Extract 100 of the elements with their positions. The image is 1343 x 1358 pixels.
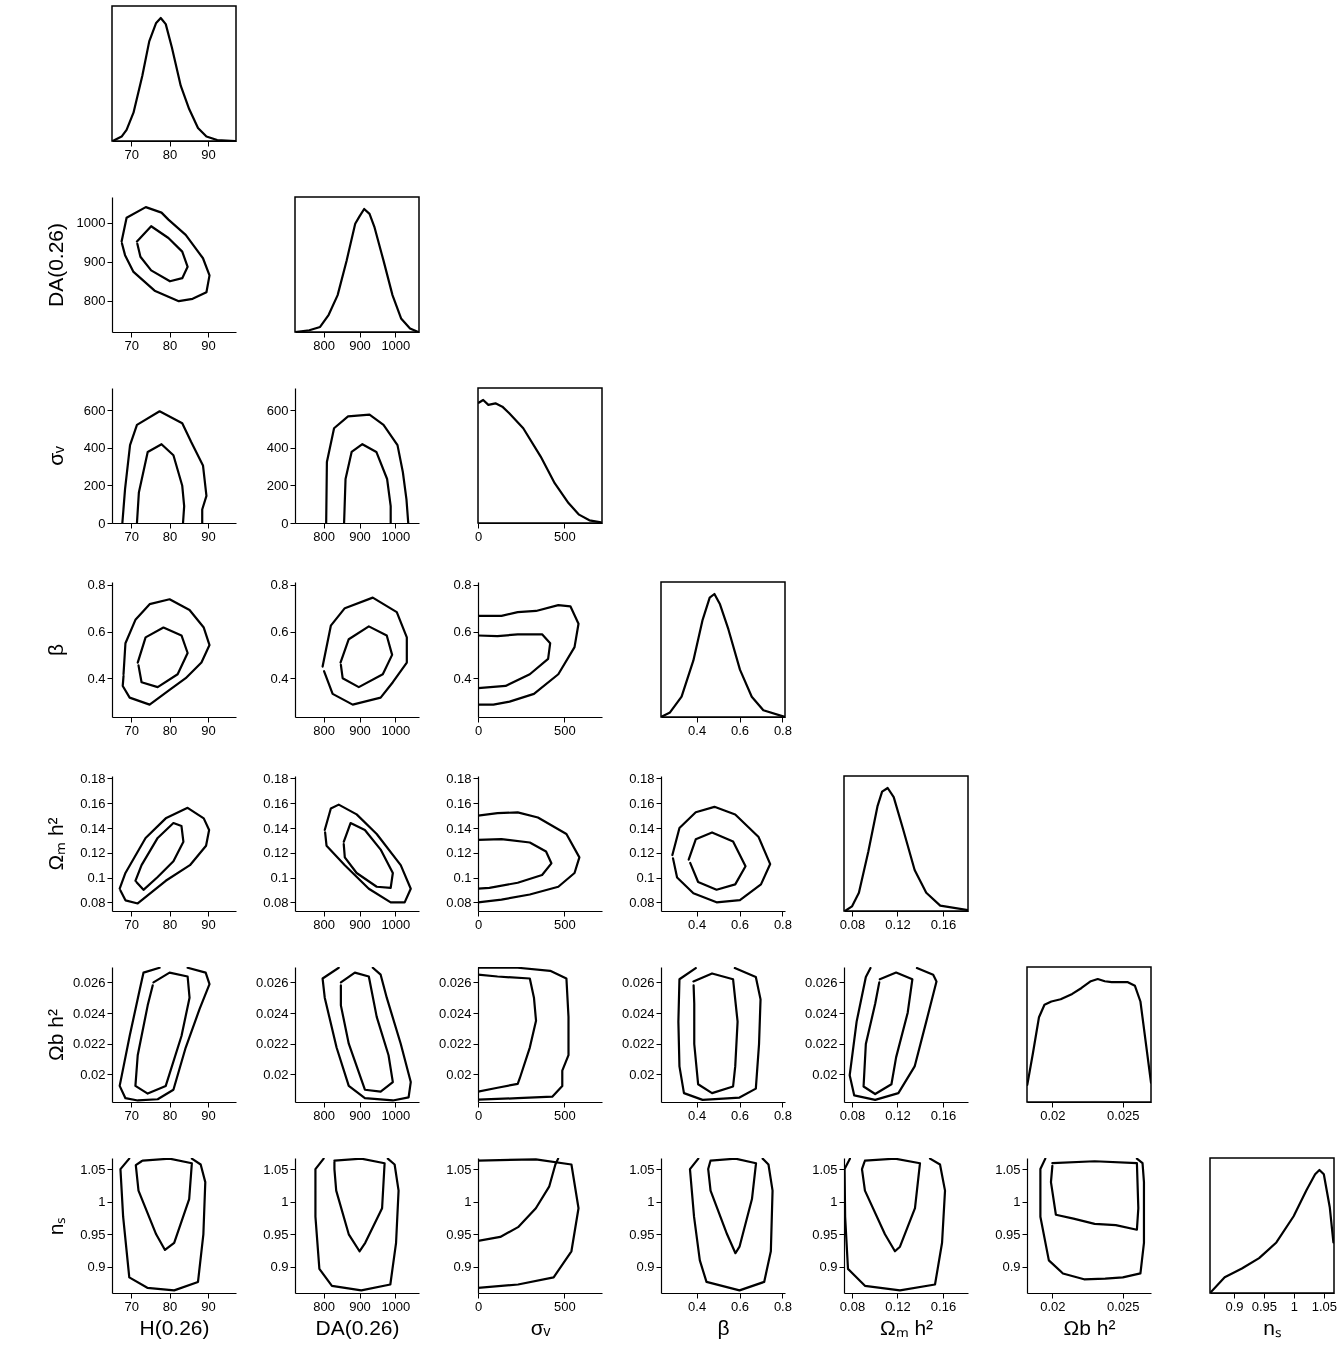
y-tick-label: 0.022 bbox=[438, 1036, 472, 1052]
y-tick-label: 0.9 bbox=[453, 1259, 472, 1275]
x-tick-label: 0.6 bbox=[730, 916, 750, 932]
y-tick-label: 1 bbox=[98, 1194, 106, 1210]
x-tick-label: 800 bbox=[313, 528, 336, 544]
y-tick-label: 1.05 bbox=[812, 1161, 838, 1177]
x-axis-title: σᵥ bbox=[530, 1315, 551, 1339]
x-tick-label: 0.12 bbox=[885, 916, 911, 932]
y-tick-label: 400 bbox=[83, 440, 106, 456]
y-tick-label: 0.022 bbox=[621, 1036, 655, 1052]
y-tick-label: 0.1 bbox=[270, 870, 289, 886]
x-tick-label: 1000 bbox=[381, 337, 411, 353]
y-tick-label: 0.4 bbox=[270, 670, 289, 686]
x-tick-label: 70 bbox=[124, 337, 139, 353]
x-tick-label: 0.8 bbox=[773, 722, 792, 738]
x-tick-label: 0 bbox=[474, 1107, 483, 1123]
line-series bbox=[339, 971, 394, 1093]
x-tick-label: 90 bbox=[201, 528, 216, 544]
y-tick-label: 0.02 bbox=[263, 1066, 289, 1082]
x-tick-label: 90 bbox=[201, 916, 216, 932]
x-tick-label: 900 bbox=[349, 722, 371, 738]
x-tick-label: 900 bbox=[349, 1107, 371, 1123]
line-series bbox=[688, 1158, 774, 1292]
x-tick-label: 0.4 bbox=[688, 722, 707, 738]
line-series bbox=[860, 1158, 922, 1253]
y-tick-label: 0.022 bbox=[804, 1036, 838, 1052]
y-tick-label: 0.4 bbox=[87, 670, 106, 686]
y-tick-label: 1 bbox=[1013, 1194, 1021, 1210]
x-tick-label: 70 bbox=[124, 146, 139, 162]
x-tick-label: 80 bbox=[162, 337, 178, 353]
y-axis-title: DA(0.26) bbox=[43, 222, 67, 308]
y-tick-label: 0.95 bbox=[629, 1226, 655, 1242]
y-tick-label: 0.6 bbox=[270, 624, 289, 640]
y-tick-label: 1.05 bbox=[629, 1161, 655, 1177]
y-tick-label: 0.18 bbox=[446, 770, 472, 786]
y-tick-label: 600 bbox=[266, 402, 289, 418]
y-tick-label: 0.024 bbox=[72, 1005, 106, 1021]
y-tick-label: 900 bbox=[83, 254, 106, 270]
x-tick-label: 0.16 bbox=[930, 1107, 957, 1123]
x-tick-label: 70 bbox=[124, 1298, 139, 1314]
y-tick-label: 0 bbox=[281, 515, 289, 531]
y-tick-label: 0.8 bbox=[87, 577, 106, 593]
x-tick-label: 90 bbox=[201, 1298, 216, 1314]
x-tick-label: 80 bbox=[162, 1107, 178, 1123]
x-tick-label: 1000 bbox=[381, 1298, 411, 1314]
x-tick-label: 70 bbox=[124, 528, 139, 544]
line-series bbox=[692, 972, 739, 1095]
y-tick-label: 200 bbox=[83, 477, 106, 493]
y-tick-label: 0.18 bbox=[629, 770, 655, 786]
x-tick-label: 0.8 bbox=[773, 916, 792, 932]
x-tick-label: 0.025 bbox=[1107, 1107, 1140, 1123]
x-tick-label: 900 bbox=[349, 528, 371, 544]
y-tick-label: 0.6 bbox=[87, 624, 106, 640]
x-axis-title: H(0.26) bbox=[139, 1315, 210, 1339]
y-tick-label: 0.024 bbox=[438, 1005, 472, 1021]
y-tick-label: 0.16 bbox=[263, 795, 289, 811]
y-tick-label: 0.1 bbox=[636, 870, 655, 886]
line-series bbox=[671, 805, 772, 904]
y-tick-label: 0.9 bbox=[819, 1259, 838, 1275]
y-tick-label: 0.1 bbox=[453, 870, 472, 886]
x-axis-title: Ωₘ h² bbox=[879, 1315, 934, 1339]
line-series bbox=[342, 821, 394, 889]
x-tick-label: 500 bbox=[554, 916, 576, 932]
x-tick-label: 0.08 bbox=[839, 916, 866, 932]
x-tick-label: 0.02 bbox=[1040, 1298, 1066, 1314]
line-series bbox=[120, 206, 211, 303]
line-series bbox=[862, 971, 914, 1096]
y-tick-label: 0.026 bbox=[72, 974, 106, 990]
y-tick-label: 0.024 bbox=[255, 1005, 289, 1021]
y-tick-label: 0.9 bbox=[87, 1259, 106, 1275]
x-tick-label: 70 bbox=[124, 722, 139, 738]
x-tick-label: 0.025 bbox=[1107, 1298, 1140, 1314]
y-tick-label: 0.02 bbox=[812, 1066, 838, 1082]
y-tick-label: 0.026 bbox=[255, 974, 289, 990]
y-tick-label: 0.14 bbox=[629, 820, 655, 836]
y-tick-label: 200 bbox=[266, 477, 289, 493]
line-series bbox=[323, 803, 412, 904]
y-tick-label: 1 bbox=[281, 1194, 289, 1210]
x-tick-label: 0.08 bbox=[839, 1107, 866, 1123]
x-axis-title: β bbox=[717, 1315, 730, 1339]
x-tick-label: 0.8 bbox=[773, 1107, 792, 1123]
x-tick-label: 800 bbox=[313, 916, 336, 932]
y-tick-label: 1.05 bbox=[995, 1161, 1021, 1177]
y-tick-label: 0.14 bbox=[80, 820, 106, 836]
x-tick-label: 1000 bbox=[381, 528, 411, 544]
x-tick-label: 800 bbox=[313, 337, 336, 353]
y-tick-label: 0.9 bbox=[1002, 1259, 1021, 1275]
x-tick-label: 900 bbox=[349, 1298, 371, 1314]
x-tick-label: 0.4 bbox=[688, 1298, 707, 1314]
y-tick-label: 1 bbox=[464, 1194, 472, 1210]
y-tick-label: 1.05 bbox=[263, 1161, 289, 1177]
y-tick-label: 0.02 bbox=[629, 1066, 655, 1082]
y-tick-label: 400 bbox=[266, 440, 289, 456]
y-tick-label: 0.16 bbox=[629, 795, 655, 811]
y-tick-label: 0.08 bbox=[80, 894, 106, 910]
line-series bbox=[121, 598, 211, 706]
line-series bbox=[135, 225, 189, 283]
y-tick-label: 0.95 bbox=[446, 1226, 472, 1242]
y-tick-label: 0.14 bbox=[263, 820, 289, 836]
y-tick-label: 0.022 bbox=[255, 1036, 289, 1052]
